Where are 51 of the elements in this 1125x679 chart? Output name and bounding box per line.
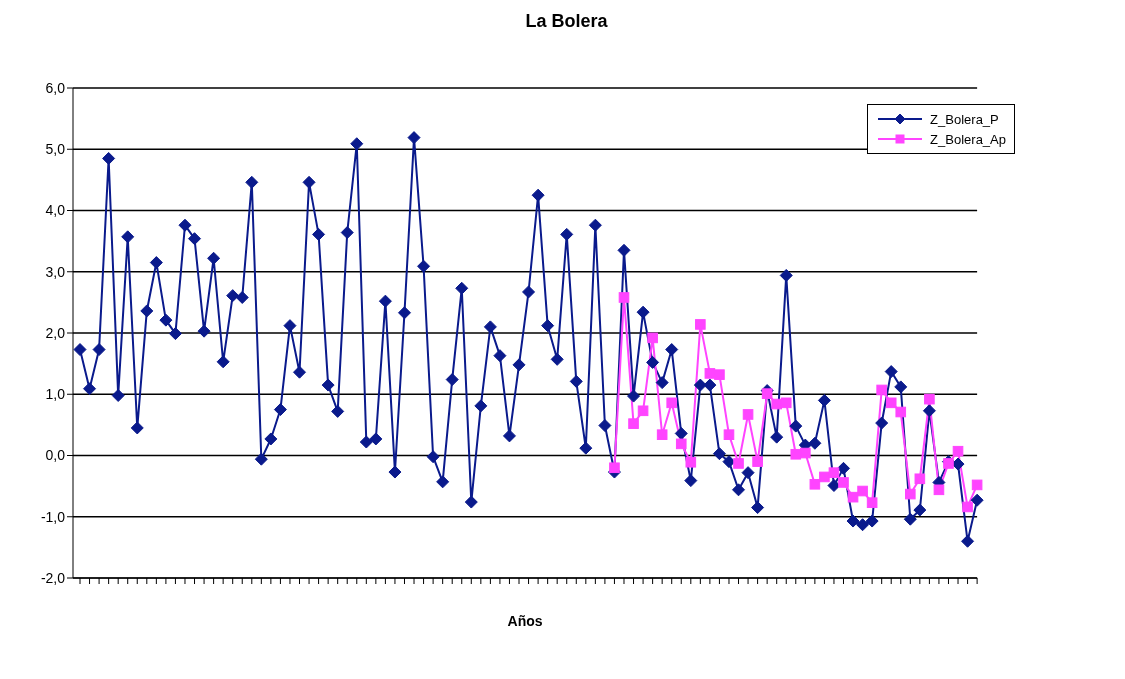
point [905, 488, 916, 500]
point [742, 409, 754, 420]
point [866, 497, 878, 508]
point [971, 479, 983, 491]
point [780, 397, 792, 409]
point [924, 393, 935, 405]
legend-label: Z_Bolera_P [930, 111, 999, 127]
point [857, 485, 868, 497]
y-tick-label: 2,0 [45, 324, 66, 341]
point [752, 456, 763, 467]
point [962, 501, 973, 513]
point [952, 445, 964, 457]
point [618, 292, 630, 303]
point [609, 462, 620, 474]
y-tick-label: 3,0 [45, 263, 66, 280]
point [761, 388, 773, 399]
point [819, 471, 830, 483]
point [666, 397, 678, 409]
point [828, 467, 840, 478]
x-axis-title: Años [507, 613, 543, 629]
point [876, 384, 887, 396]
y-tick-label: 5,0 [45, 141, 66, 158]
point [656, 429, 668, 440]
point [695, 319, 706, 330]
point [723, 429, 735, 440]
y-tick-label: -1,0 [40, 508, 66, 525]
point [914, 473, 926, 485]
point [790, 448, 802, 460]
point [637, 405, 649, 417]
point [895, 406, 907, 418]
point [714, 369, 725, 380]
y-tick-label: 6,0 [45, 79, 66, 96]
y-tick-label: 4,0 [45, 202, 66, 219]
point [800, 447, 811, 459]
point [733, 458, 744, 469]
point [628, 418, 639, 429]
legend-label: Z_Bolera_Ap [930, 131, 1006, 147]
y-tick-label: 0,0 [45, 447, 66, 464]
point [933, 484, 945, 496]
point [647, 332, 658, 344]
point [675, 438, 687, 450]
point [704, 368, 716, 379]
point [809, 478, 821, 490]
y-tick-label: 1,0 [45, 386, 66, 403]
point [685, 456, 697, 468]
point [847, 491, 859, 503]
point [838, 477, 849, 488]
chart-title: La Bolera [524, 10, 609, 33]
point [771, 398, 782, 410]
y-tick-label: -2,0 [40, 569, 66, 586]
point [885, 397, 897, 409]
